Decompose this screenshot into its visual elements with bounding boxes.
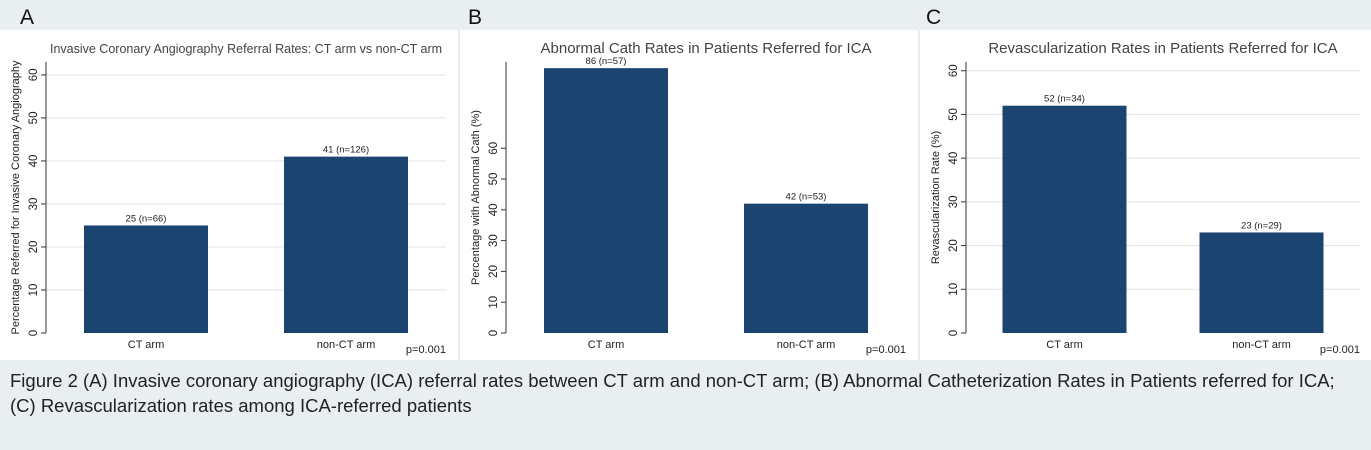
- y-tick-label: 40: [488, 203, 500, 216]
- x-category-label: non-CT arm: [1232, 339, 1290, 351]
- x-category-label: CT arm: [588, 339, 624, 351]
- chart-b-svg: 0 10 20 30 40 50 60 86 (n=57) CT arm 42 (n=53) non…: [470, 40, 906, 356]
- chart-a-svg: 0 10 20 30 40 50 60 25 (n=66) CT arm 41 (n=126) no…: [10, 42, 446, 356]
- y-tick-label: 60: [948, 64, 960, 77]
- bar-data-label: 41 (n=126): [323, 145, 369, 156]
- figure-caption: Figure 2 (A) Invasive coronary angiograp…: [10, 370, 1335, 416]
- panel-letter-a: A: [20, 6, 35, 29]
- p-value-annotation: p=0.001: [406, 344, 446, 356]
- y-tick-label: 50: [28, 112, 40, 125]
- p-value-annotation: p=0.001: [1320, 344, 1360, 356]
- y-tick-label: 50: [488, 173, 500, 186]
- y-axis-label: Revascularization Rate (%): [930, 131, 942, 264]
- bar-ct-arm: [84, 225, 208, 333]
- x-category-label: CT arm: [1046, 339, 1082, 351]
- bar-non-ct-arm: [744, 203, 868, 333]
- y-tick-label: 50: [948, 108, 960, 121]
- panel-letter-c: C: [926, 6, 942, 29]
- chart-title: Abnormal Cath Rates in Patients Referred…: [541, 40, 872, 57]
- bar-data-label: 42 (n=53): [786, 192, 827, 203]
- chart-title: Revascularization Rates in Patients Refe…: [988, 40, 1337, 57]
- y-tick-label: 60: [488, 142, 500, 155]
- y-tick-label: 30: [488, 234, 500, 247]
- x-category-label: non-CT arm: [317, 339, 375, 351]
- y-tick-label: 20: [28, 241, 40, 254]
- y-tick-label: 0: [28, 330, 40, 336]
- y-tick-label: 10: [28, 284, 40, 297]
- y-tick-label: 20: [948, 239, 960, 252]
- y-tick-label: 10: [488, 296, 500, 309]
- chart-title: Invasive Coronary Angiography Referral R…: [50, 42, 442, 56]
- y-tick-label: 0: [488, 330, 500, 336]
- y-tick-label: 20: [488, 265, 500, 278]
- y-tick-label: 40: [948, 152, 960, 165]
- panel-letter-b: B: [468, 6, 483, 29]
- y-tick-label: 60: [28, 69, 40, 82]
- y-axis-label: Percentage Referred for Invasive Coronar…: [10, 60, 22, 334]
- bar-ct-arm: [1002, 105, 1127, 333]
- bar-ct-arm: [544, 68, 668, 333]
- bar-data-label: 52 (n=34): [1044, 94, 1085, 105]
- x-category-label: CT arm: [128, 339, 164, 351]
- p-value-annotation: p=0.001: [866, 344, 906, 356]
- y-tick-label: 0: [948, 330, 960, 336]
- y-tick-label: 40: [28, 155, 40, 168]
- bar-non-ct-arm: [284, 156, 408, 333]
- bar-data-label: 25 (n=66): [126, 213, 167, 224]
- bar-data-label: 23 (n=29): [1241, 220, 1282, 231]
- chart-panel-c: 0 10 20 30 40 50 60 52 (n=34) CT arm 23 (n=29) non…: [920, 30, 1371, 360]
- x-category-label: non-CT arm: [777, 339, 835, 351]
- bar-non-ct-arm: [1199, 232, 1324, 333]
- chart-panel-a: 0 10 20 30 40 50 60 25 (n=66) CT arm 41 (n=126) no…: [0, 30, 458, 360]
- y-tick-label: 10: [948, 283, 960, 296]
- y-tick-label: 30: [948, 195, 960, 208]
- chart-c-svg: 0 10 20 30 40 50 60 52 (n=34) CT arm 23 (n=29) non…: [930, 40, 1360, 356]
- chart-panel-b: 0 10 20 30 40 50 60 86 (n=57) CT arm 42 (n=53) non…: [460, 30, 918, 360]
- y-tick-label: 30: [28, 198, 40, 211]
- bar-data-label: 86 (n=57): [586, 56, 627, 67]
- y-axis-label: Percentage with Abnormal Cath (%): [470, 110, 482, 285]
